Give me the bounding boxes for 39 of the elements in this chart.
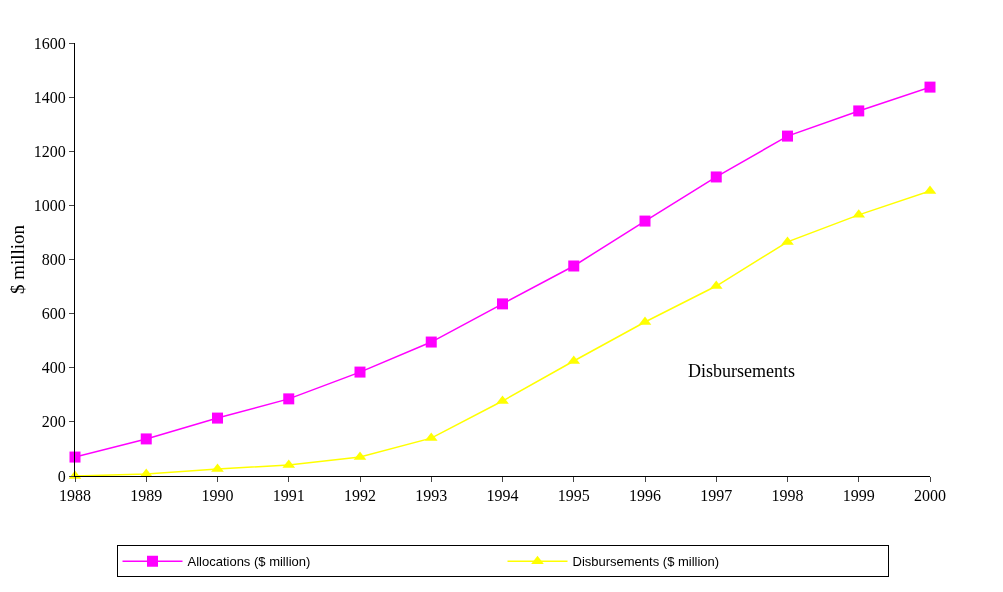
y-tick-label: 1000 bbox=[33, 196, 66, 214]
annotation: Disbursements bbox=[688, 361, 795, 381]
x-tick-label: 1997 bbox=[700, 487, 733, 505]
point bbox=[354, 366, 366, 378]
x-tick-label: 1989 bbox=[130, 487, 163, 505]
point bbox=[568, 260, 580, 272]
point bbox=[924, 81, 936, 93]
y-tick-label: 0 bbox=[57, 467, 66, 485]
point bbox=[425, 336, 437, 348]
x-tick-label: 1995 bbox=[557, 487, 590, 505]
x-tick-label: 1993 bbox=[415, 487, 448, 505]
x-tick-label: 1999 bbox=[842, 487, 875, 505]
x-tick-label: 1990 bbox=[201, 487, 234, 505]
point bbox=[782, 130, 793, 142]
point bbox=[710, 171, 722, 183]
point bbox=[639, 215, 651, 227]
point bbox=[283, 393, 295, 405]
point bbox=[140, 433, 152, 445]
x-tick-label: 1996 bbox=[629, 487, 661, 505]
y-tick-label: 1200 bbox=[33, 142, 66, 160]
legend-label: Disbursements ($ million) bbox=[572, 554, 720, 570]
x-tick-label: 1998 bbox=[771, 487, 804, 505]
x-tick-label: 1994 bbox=[486, 487, 519, 505]
x-tick-label: 2000 bbox=[914, 487, 946, 505]
y-tick-label: 800 bbox=[41, 251, 66, 269]
legend-label: Allocations ($ million) bbox=[187, 554, 311, 570]
y-tick-label: 1400 bbox=[33, 88, 66, 106]
point bbox=[853, 105, 865, 117]
y-tick-label: 400 bbox=[41, 359, 66, 377]
y-tick-label: 200 bbox=[41, 413, 66, 431]
y-tick-label: 600 bbox=[41, 305, 66, 323]
x-tick-label: 1992 bbox=[344, 487, 376, 505]
x-tick-label: 1988 bbox=[59, 487, 91, 505]
y-tick-label: 1600 bbox=[33, 34, 66, 52]
x-tick-label: 1991 bbox=[272, 487, 305, 505]
point bbox=[69, 451, 81, 463]
point bbox=[212, 412, 223, 424]
point bbox=[497, 298, 508, 310]
y-axis-title: $ million bbox=[6, 224, 28, 295]
